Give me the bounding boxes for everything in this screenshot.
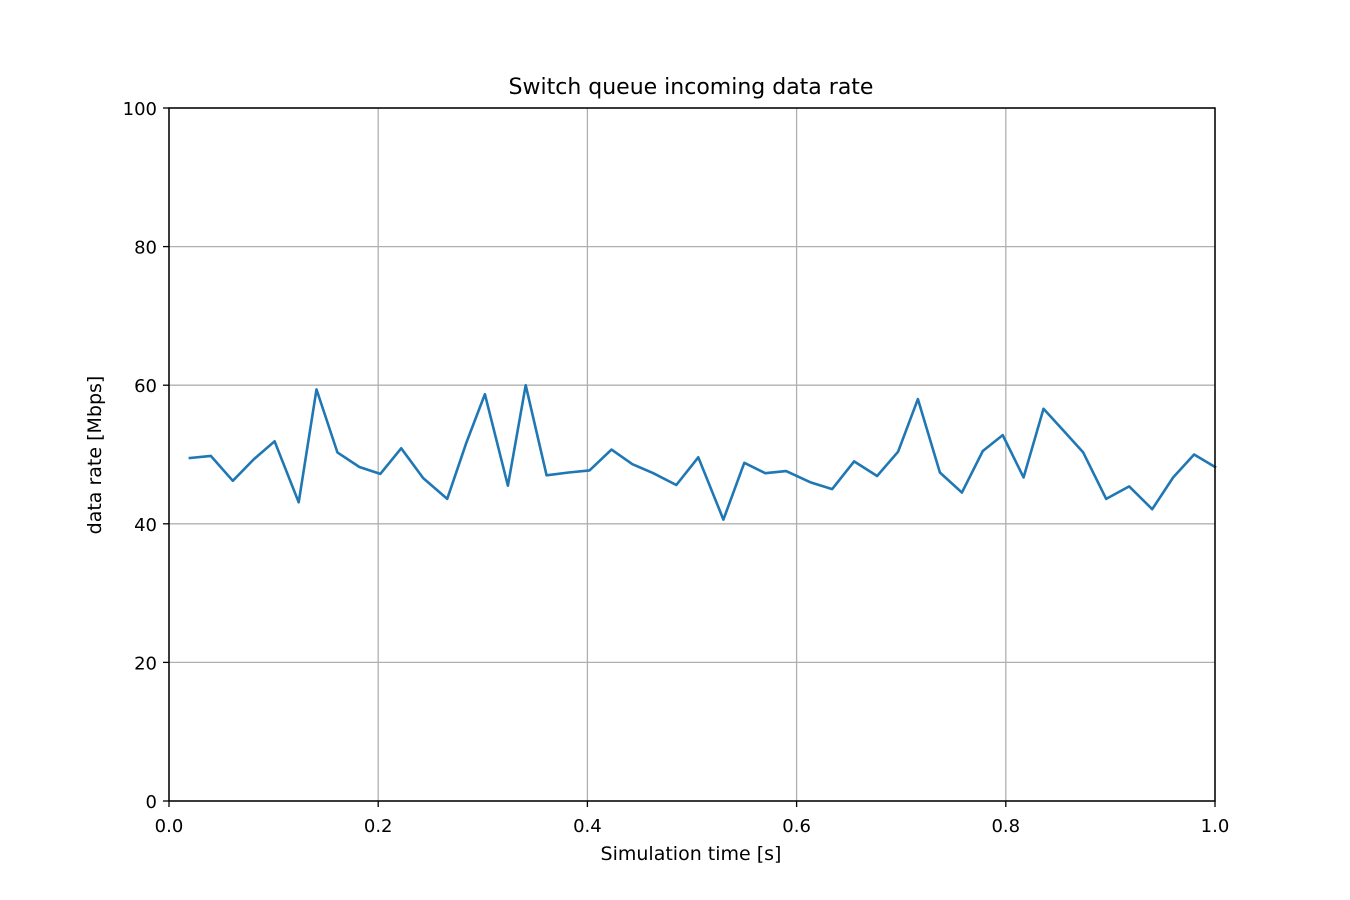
x-tick-label: 0.2 [364,816,393,837]
axes-frame [168,107,1216,802]
y-axis-label: data rate [Mbps] [84,376,106,535]
y-tick-label: 60 [134,376,157,397]
chart-title: Switch queue incoming data rate [509,75,874,100]
plot-area [188,383,1217,521]
y-tick-label: 40 [134,515,157,536]
y-axis-ticks: 0 20 40 60 80 100 [123,99,169,813]
x-tick-label: 0.0 [155,816,184,837]
y-tick-label: 80 [134,238,157,259]
y-tick-label: 100 [123,99,157,120]
x-axis-ticks: 0.0 0.2 0.4 0.6 0.8 1.0 [155,801,1230,837]
x-tick-label: 0.6 [782,816,811,837]
x-axis-label: Simulation time [s] [601,843,782,865]
series-line [188,383,1217,521]
grid-lines [168,107,1216,802]
y-tick-label: 0 [146,792,157,813]
x-tick-label: 1.0 [1201,816,1230,837]
x-tick-label: 0.8 [991,816,1020,837]
x-tick-label: 0.4 [573,816,602,837]
y-tick-label: 20 [134,653,157,674]
